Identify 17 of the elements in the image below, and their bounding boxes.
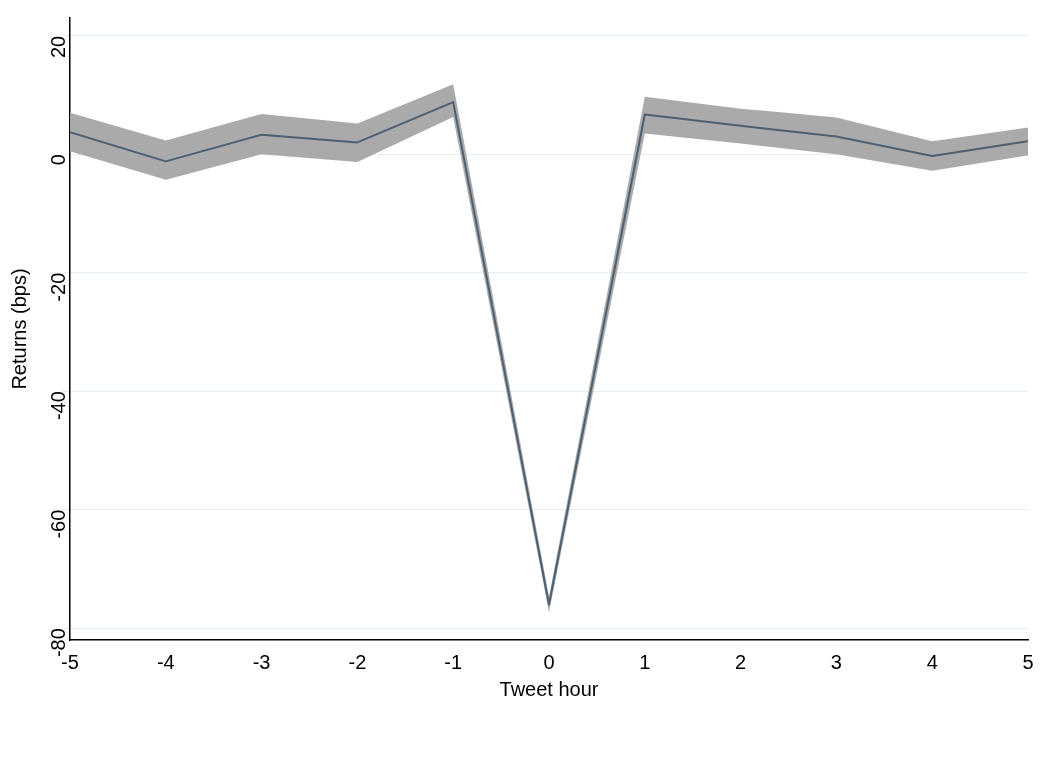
x-tick-label: 3 xyxy=(830,650,842,673)
x-tick-label: -3 xyxy=(252,650,271,673)
y-tick-label: 20 xyxy=(46,35,69,59)
x-tick-label: 1 xyxy=(639,650,651,673)
y-tick-label: -20 xyxy=(46,272,69,302)
y-tick-label: -60 xyxy=(46,509,69,539)
x-tick-label: 0 xyxy=(543,650,555,673)
x-tick-label: -2 xyxy=(348,650,367,673)
x-tick-label: 2 xyxy=(735,650,747,673)
x-axis-title: Tweet hour xyxy=(499,677,599,700)
x-tick-label: 5 xyxy=(1022,650,1034,673)
x-tick-label: 4 xyxy=(926,650,938,673)
x-tick-label: -1 xyxy=(444,650,463,673)
x-tick-label: -4 xyxy=(156,650,175,673)
y-axis-title: Returns (bps) xyxy=(7,268,30,390)
y-tick-label: -40 xyxy=(46,391,69,421)
y-tick-label: 0 xyxy=(46,154,69,166)
